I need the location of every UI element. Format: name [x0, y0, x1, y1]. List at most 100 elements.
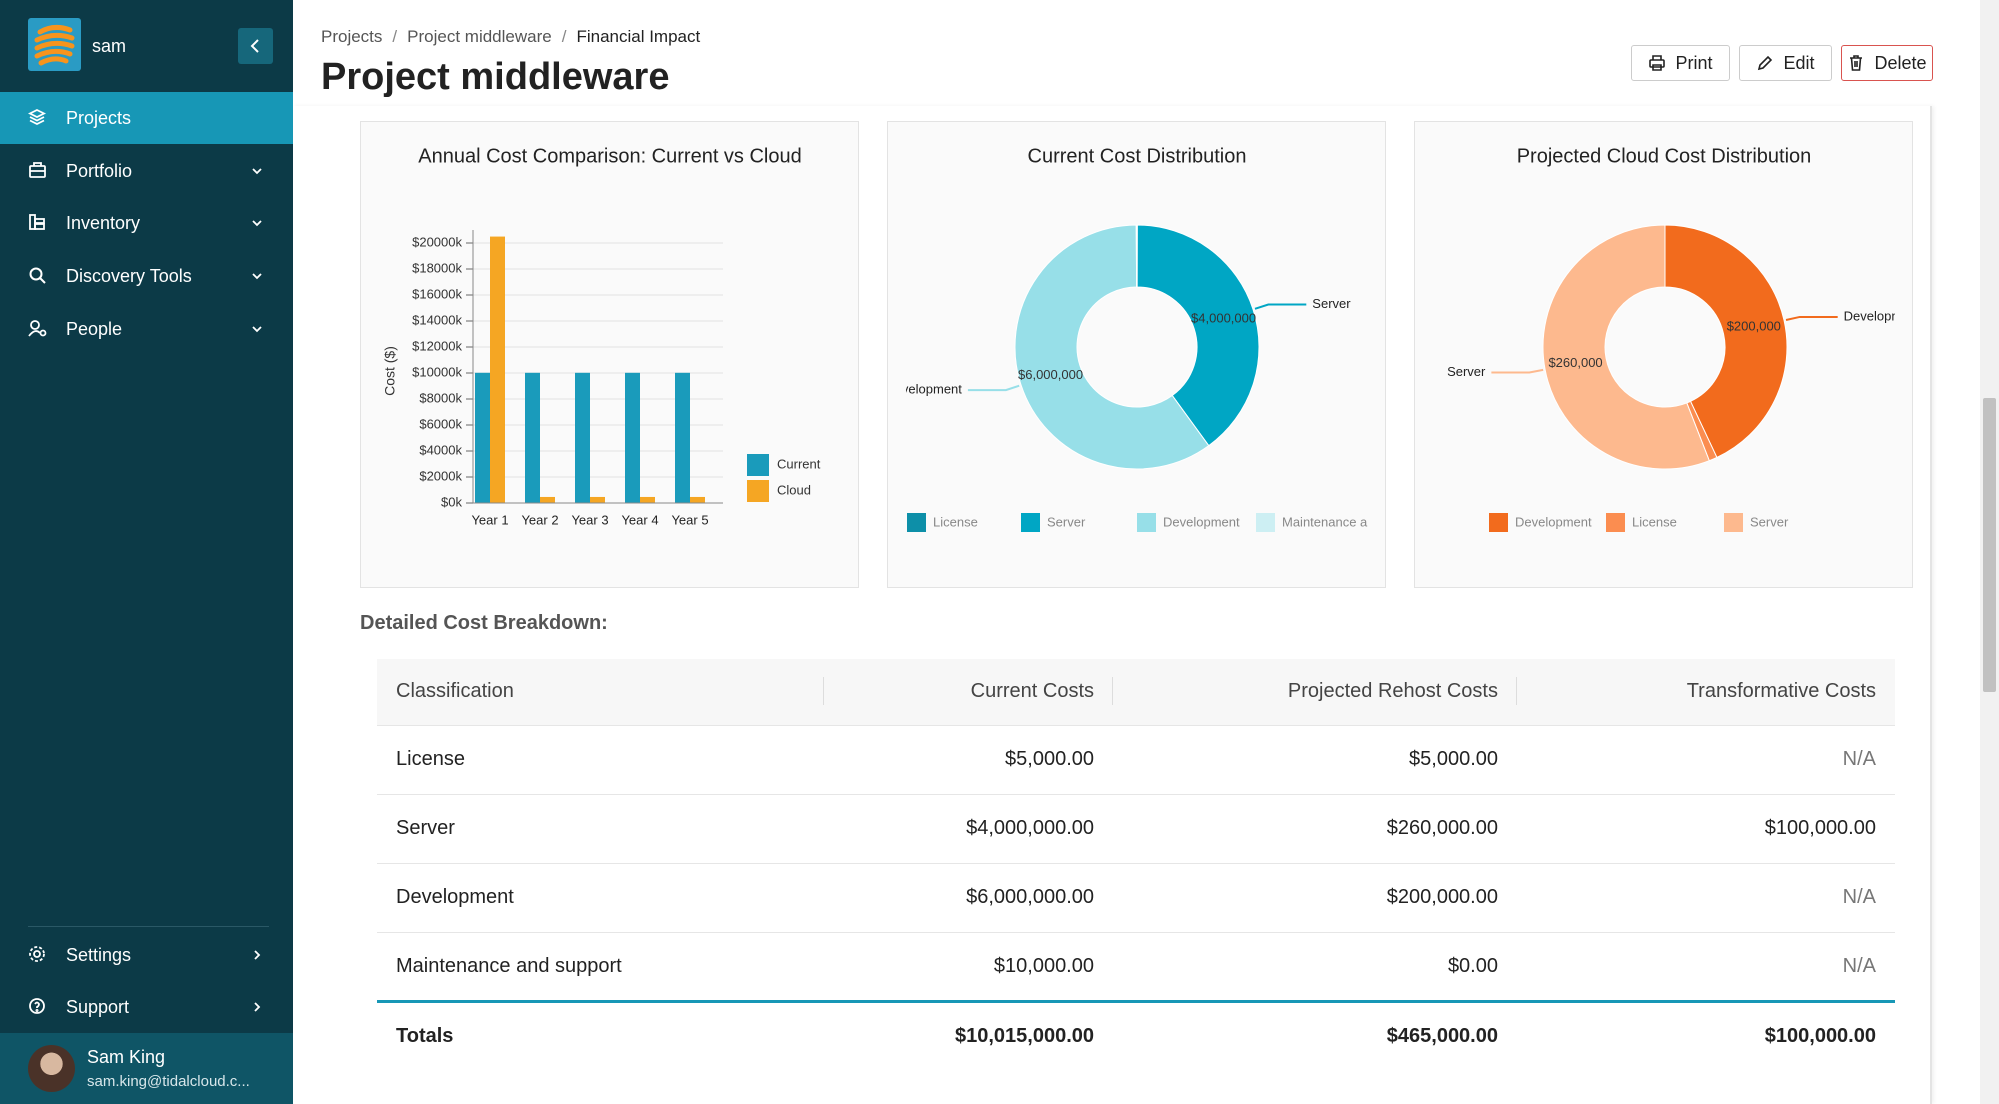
totals-row: Totals $10,015,000.00 $465,000.00 $100,000.…	[377, 999, 1895, 1071]
breadcrumb-item[interactable]: Projects	[321, 27, 383, 46]
logo	[28, 18, 81, 71]
bar	[540, 496, 555, 503]
button-icon	[1850, 55, 1863, 71]
plot: $200,000 Development $260,000 Server Develop…	[1447, 224, 1914, 532]
donut-slice	[1542, 224, 1710, 470]
nav-item[interactable]: Settings	[0, 929, 293, 981]
table-cell: $5,000.00	[1113, 724, 1517, 794]
user-name: Sam King	[87, 1047, 166, 1067]
column-header: Transformative Costs	[1517, 659, 1895, 725]
nav-label: Portfolio	[66, 160, 133, 181]
button-label: Edit	[1783, 52, 1815, 73]
legend-swatch	[747, 454, 769, 476]
y-tick-label: $2000k	[419, 468, 462, 483]
breadcrumb-item[interactable]: Project middleware	[407, 27, 552, 46]
nav-label: Discovery Tools	[66, 265, 192, 286]
totals-cell: $465,000.00	[1113, 999, 1517, 1071]
brand: sam	[92, 36, 127, 56]
y-tick-label: $8000k	[419, 390, 462, 405]
nav-item[interactable]: Inventory	[0, 197, 293, 249]
plot: $4,000,000 Server $6,000,000 Development Lic…	[906, 224, 1368, 532]
chart-card: Projected Cloud Cost Distribution $200,00…	[1414, 121, 1913, 588]
leader-line	[1785, 315, 1838, 321]
bar	[590, 496, 605, 503]
legend-label: Server	[1047, 514, 1086, 529]
collapse-button[interactable]	[238, 28, 273, 64]
x-tick-label: Year 1	[471, 512, 508, 527]
nav-label: People	[66, 318, 123, 339]
button-icon	[1758, 55, 1773, 71]
chevron-down	[252, 326, 262, 333]
table-cell: $6,000,000.00	[824, 862, 1113, 932]
nav-item[interactable]: Projects	[0, 92, 293, 144]
avatar	[28, 1045, 75, 1092]
legend-label: Cloud	[777, 482, 811, 497]
nav-icon	[28, 108, 47, 126]
donut-slice	[1136, 224, 1260, 447]
nav-icon	[29, 998, 45, 1014]
value-label: $6,000,000	[1018, 367, 1083, 382]
leader-line	[967, 384, 1020, 392]
x-tick-label: Year 2	[521, 512, 558, 527]
column-divider	[823, 677, 824, 705]
chevron-down	[252, 273, 262, 280]
nav-label: Settings	[66, 944, 132, 965]
y-tick-label: $18000k	[412, 260, 462, 275]
x-tick-label: Year 5	[671, 512, 708, 527]
legend-swatch	[1021, 513, 1040, 532]
donut-slice	[1664, 224, 1788, 459]
table-cell: $100,000.00	[1517, 793, 1895, 863]
totals-cell: $10,015,000.00	[824, 999, 1113, 1071]
legend-label: License	[1632, 514, 1677, 529]
divider	[28, 926, 269, 927]
chevron-left	[250, 39, 259, 53]
page-title: Project middleware	[321, 56, 670, 98]
scrollbar[interactable]	[1980, 0, 1999, 1104]
legend-label: Server	[1750, 514, 1789, 529]
nav-label: Support	[66, 996, 130, 1017]
slice-label: Server	[1447, 364, 1486, 379]
nav-item[interactable]: Discovery Tools	[0, 250, 293, 302]
table-cell: $4,000,000.00	[824, 793, 1113, 863]
user-panel[interactable]: Sam King sam.king@tidalcloud.c...	[0, 1033, 293, 1104]
table-cell: $0.00	[1113, 931, 1517, 1001]
y-tick-label: $12000k	[412, 338, 462, 353]
table-row: License $5,000.00 $5,000.00 N/A	[377, 724, 1895, 794]
table-cell: $10,000.00	[824, 931, 1113, 1001]
column-header: Projected Rehost Costs	[1113, 659, 1517, 725]
slice-label: Development	[1844, 308, 1914, 323]
header-row: Classification Current Costs Projected Reh…	[377, 659, 1895, 725]
legend-swatch	[747, 480, 769, 502]
bar	[625, 372, 640, 503]
action-button[interactable]: Edit	[1739, 45, 1832, 81]
legend-label: Development	[1163, 514, 1240, 529]
donut-slice	[1014, 224, 1210, 470]
totals-cell: $100,000.00	[1517, 999, 1895, 1071]
value-label: $200,000	[1727, 319, 1781, 334]
scroll-thumb[interactable]	[1983, 398, 1996, 692]
value-label: $4,000,000	[1191, 310, 1256, 325]
chart-title: Projected Cloud Cost Distribution	[1517, 145, 1812, 167]
button-label: Delete	[1874, 52, 1927, 73]
nav-item[interactable]: Portfolio	[0, 145, 293, 197]
breadcrumb-separator: /	[561, 27, 567, 46]
table-cell: N/A	[1517, 862, 1895, 932]
nav-item[interactable]: Support	[0, 981, 293, 1033]
nav-icon	[29, 214, 45, 230]
legend-swatch	[1606, 513, 1625, 532]
nav-label: Inventory	[66, 212, 141, 233]
chart: Projected Cloud Cost Distribution $200,00…	[1447, 145, 1914, 532]
chevron-down	[252, 220, 262, 227]
section-title: Detailed Cost Breakdown:	[360, 612, 608, 634]
chevron-right	[254, 950, 261, 960]
logo-icon	[34, 24, 75, 66]
chevron-down	[252, 168, 262, 175]
content-panel	[293, 106, 1932, 1104]
breadcrumb: Projects / Project middleware / Financial Im…	[321, 27, 700, 47]
bar	[640, 496, 655, 503]
y-tick-label: $20000k	[412, 234, 462, 249]
action-button[interactable]: Print	[1631, 45, 1730, 81]
nav-item[interactable]: People	[0, 303, 293, 355]
legend-swatch	[907, 513, 926, 532]
action-button[interactable]: Delete	[1841, 45, 1933, 81]
